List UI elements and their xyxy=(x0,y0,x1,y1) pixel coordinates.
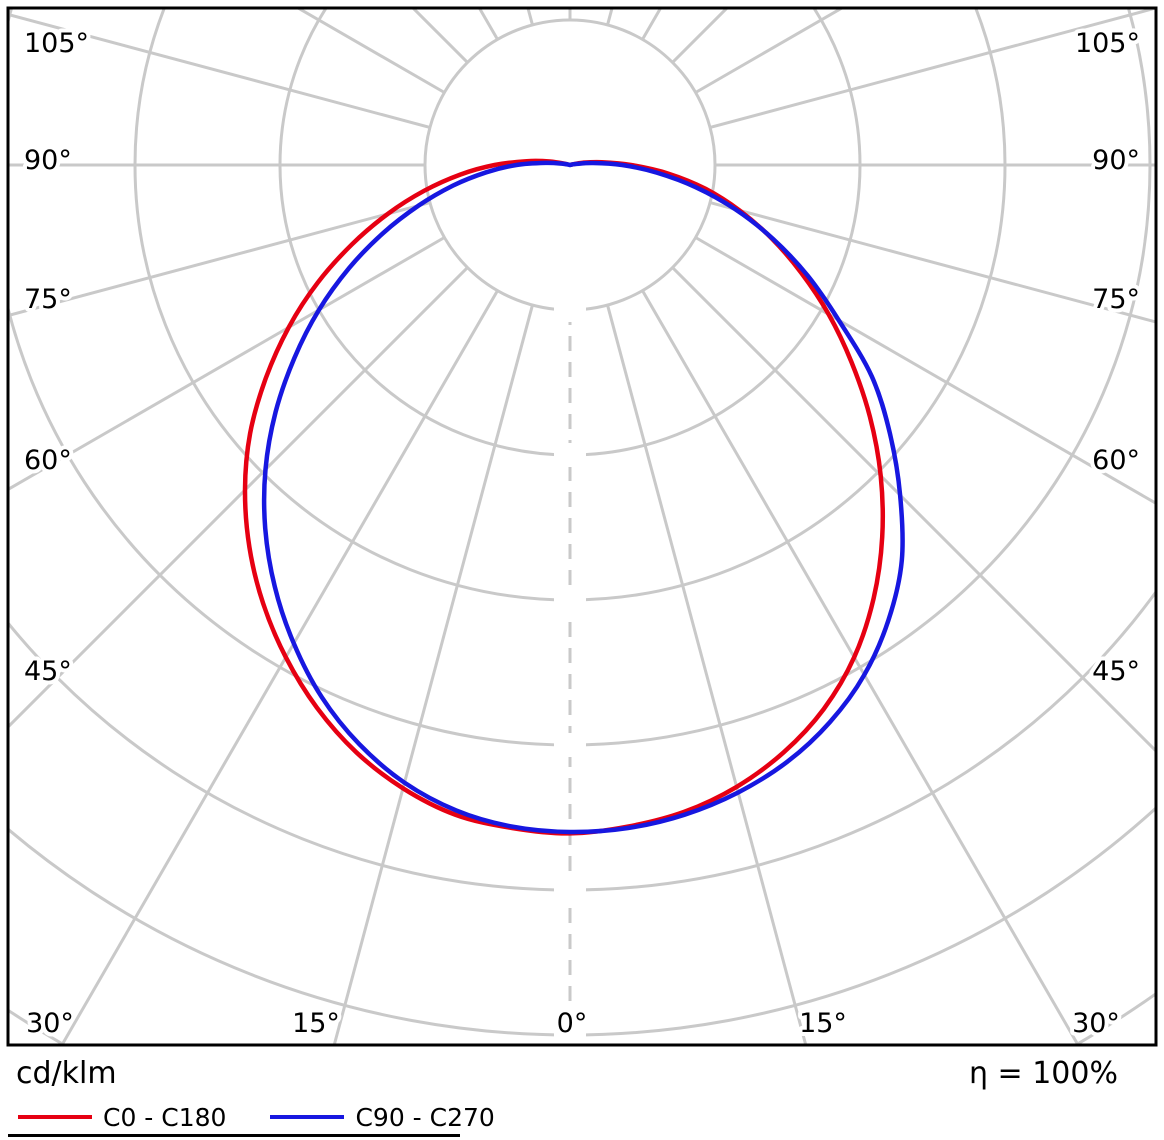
intensity-curves xyxy=(242,158,905,836)
grid-radial xyxy=(709,201,1155,324)
angle-label: 75° xyxy=(1092,284,1140,315)
angle-label: 45° xyxy=(1092,656,1140,687)
legend-line-c0-icon xyxy=(18,1115,92,1119)
grid-ring xyxy=(9,9,1152,747)
polar-chart-canvas: 105° 90° 75° 60° 45° 105° 90° 75° 60° 45° 30° 15° 0°… xyxy=(6,6,1158,1047)
angle-label: 30° xyxy=(26,1008,74,1039)
curve-c0-c180 xyxy=(242,158,886,836)
grid-radial xyxy=(9,266,469,729)
curve-c90-c270 xyxy=(261,160,905,835)
angle-labels: 105° 90° 75° 60° 45° 105° 90° 75° 60° 45° 30° 15° 0°… xyxy=(20,24,1144,1043)
grid-ring xyxy=(278,9,862,457)
legend-label-c90: C90 - C270 xyxy=(355,1102,495,1132)
polar-grid xyxy=(9,9,1155,1044)
grid-radial xyxy=(671,266,1155,753)
footer-divider xyxy=(8,1134,460,1137)
grid-radial xyxy=(9,201,431,317)
grid-radial xyxy=(641,289,1080,1044)
grid-radial xyxy=(9,236,446,491)
angle-label: 15° xyxy=(292,1008,340,1039)
legend-line-c90-icon xyxy=(270,1115,345,1119)
ring-label-gap xyxy=(554,443,586,467)
angle-label: 60° xyxy=(24,445,72,476)
efficiency-label: η = 100% xyxy=(969,1056,1118,1091)
grid-radial xyxy=(694,236,1155,505)
legend: C0 - C180 C90 - C270 xyxy=(18,1100,495,1134)
angle-label: 15° xyxy=(799,1008,847,1039)
angle-label: 30° xyxy=(1072,1008,1120,1039)
plot-border xyxy=(6,6,1158,1047)
angle-label: 90° xyxy=(24,145,72,176)
ring-label-gap xyxy=(554,733,586,757)
legend-label-c0: C0 - C180 xyxy=(103,1102,227,1132)
grid-radial xyxy=(709,9,1155,129)
ring-label-gap xyxy=(554,588,586,612)
unit-label: cd/klm xyxy=(16,1056,117,1091)
angle-label: 45° xyxy=(24,656,72,687)
angle-label: 105° xyxy=(24,28,89,59)
ring-label-gap xyxy=(554,878,586,902)
grid-radial xyxy=(9,13,431,129)
angle-label: 60° xyxy=(1092,445,1140,476)
ring-label-gap xyxy=(554,1023,586,1044)
angle-label: 105° xyxy=(1075,28,1140,59)
ring-label-gap xyxy=(554,298,586,322)
grid-radial xyxy=(60,289,499,1044)
grid-radial xyxy=(332,304,534,1044)
grid-radial xyxy=(526,9,534,26)
angle-label: 0° xyxy=(557,1008,588,1039)
grid-radial xyxy=(606,9,614,26)
angle-label: 90° xyxy=(1092,145,1140,176)
angle-label: 75° xyxy=(24,284,72,315)
grid-radial xyxy=(606,304,808,1044)
